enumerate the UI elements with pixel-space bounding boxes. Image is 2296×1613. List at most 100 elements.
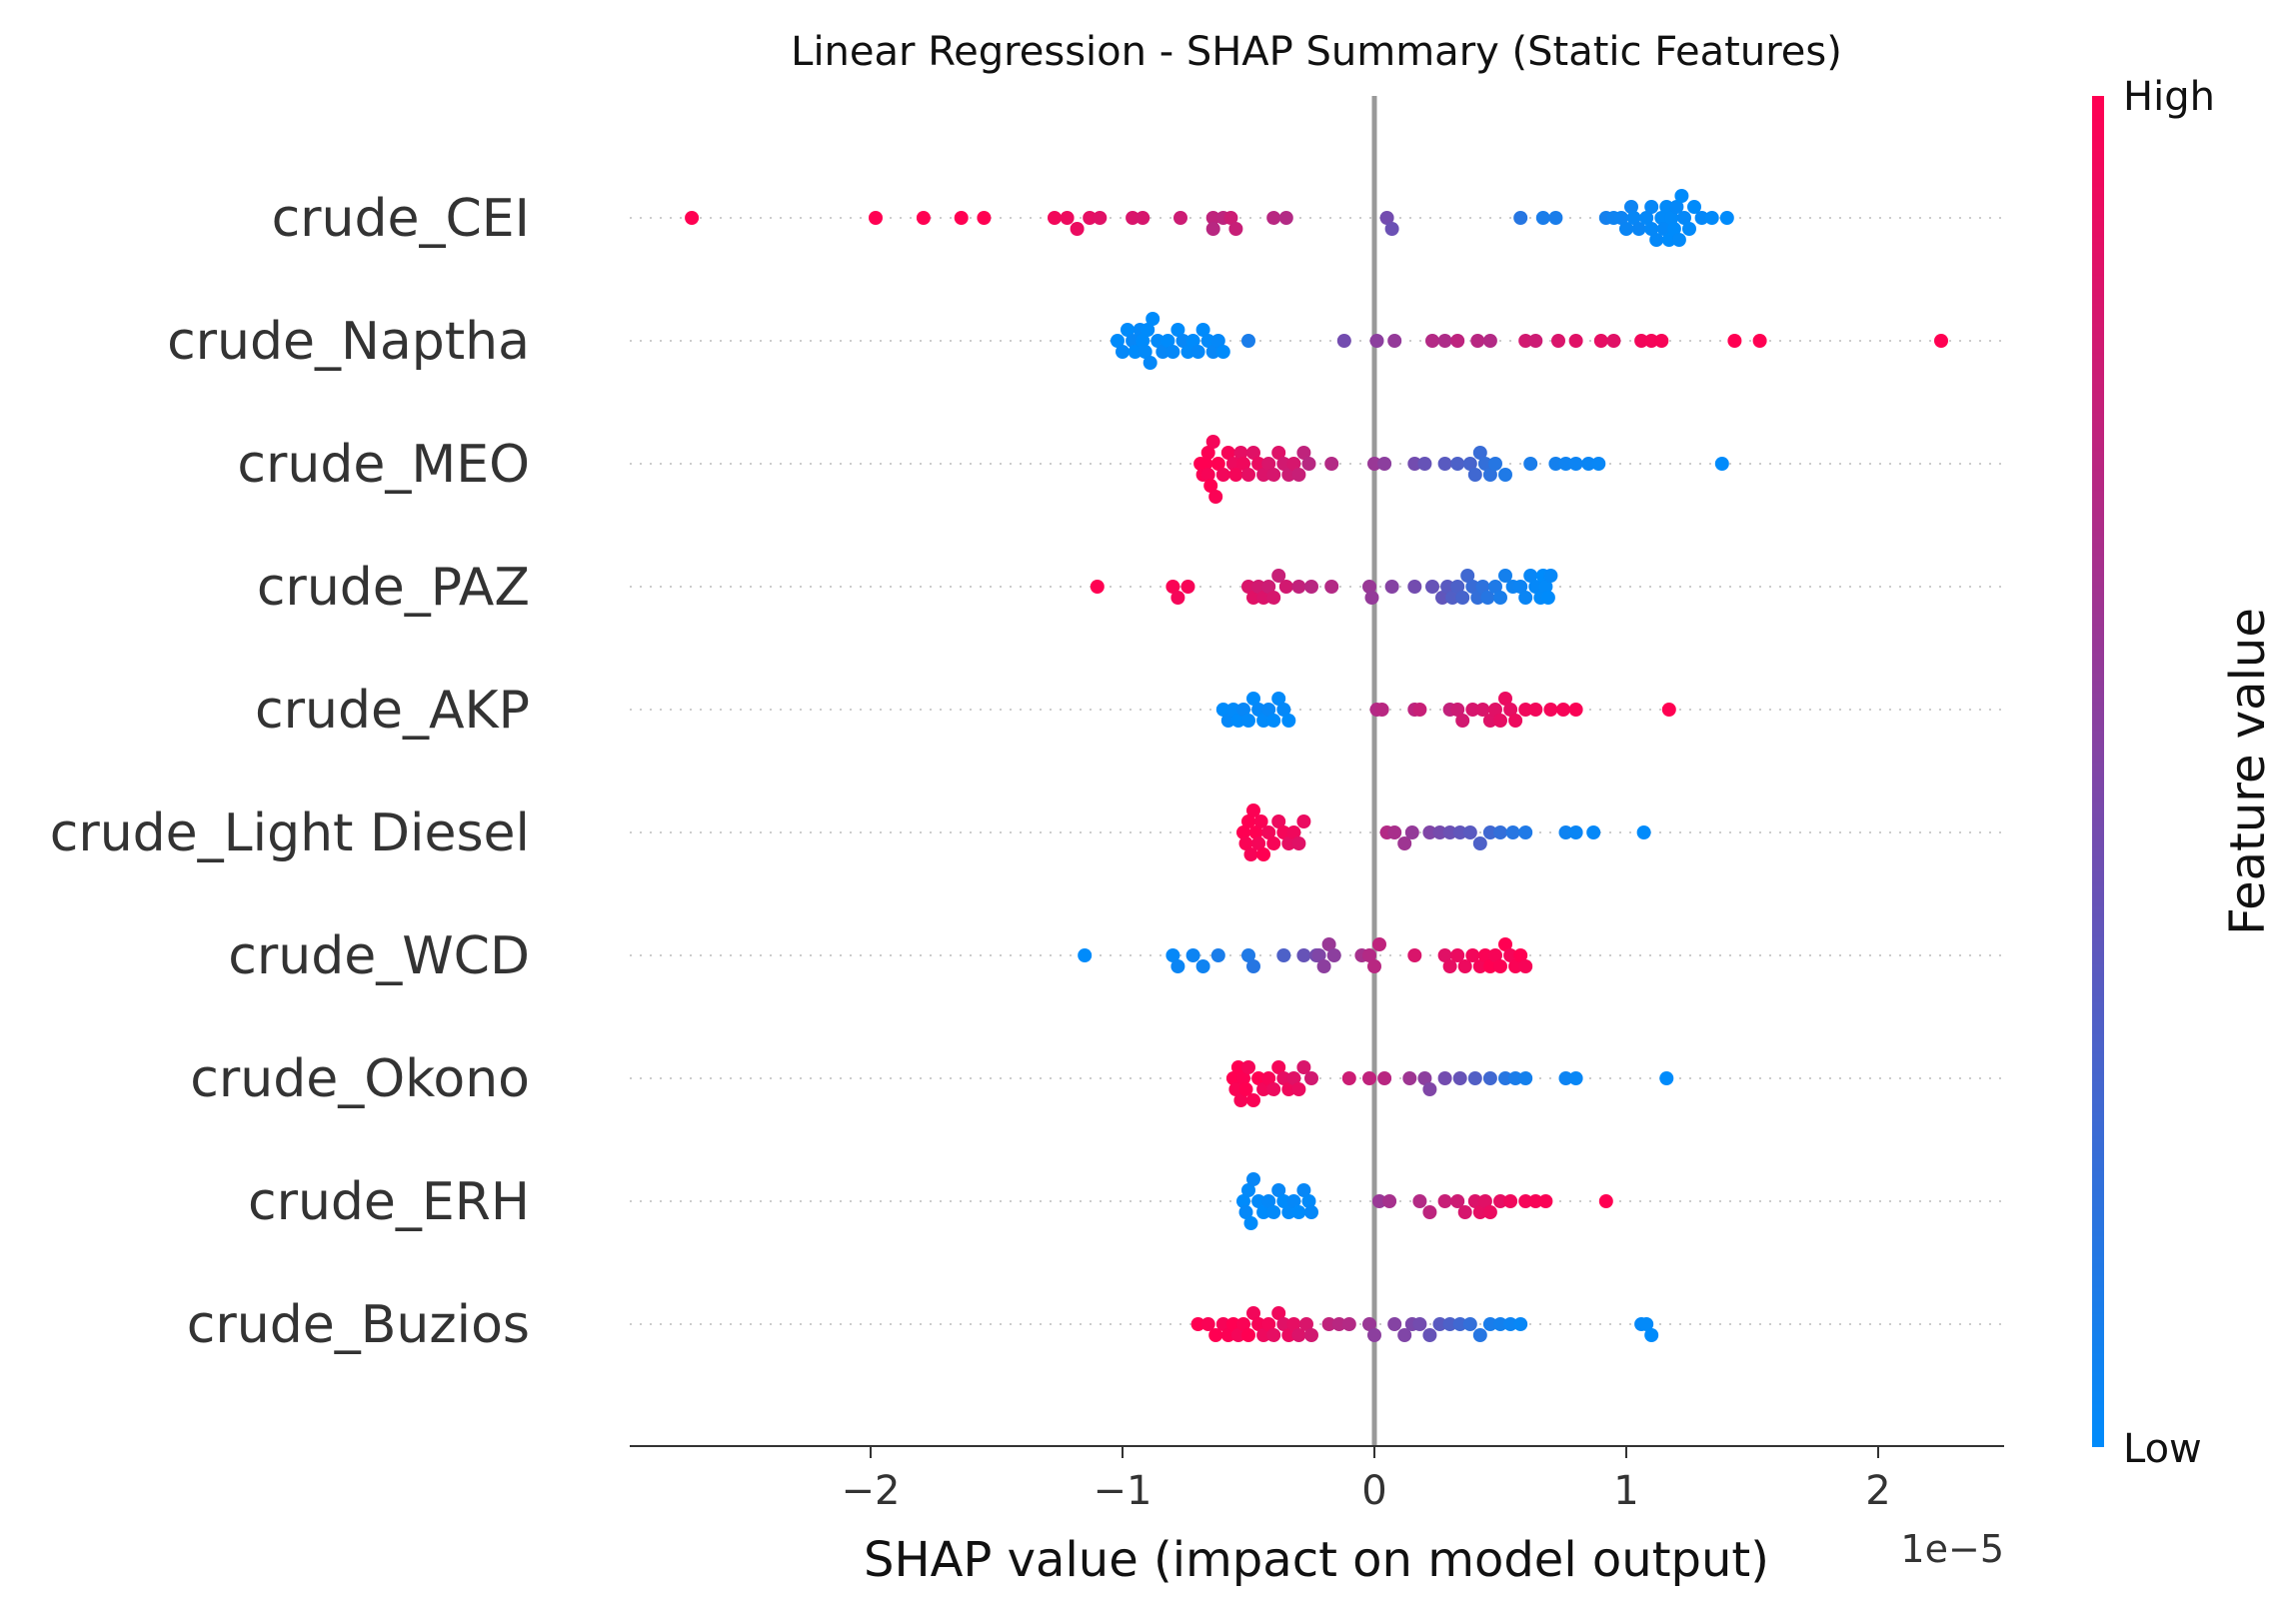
- shap-point: [1659, 1071, 1674, 1085]
- shap-point: [1362, 1317, 1376, 1331]
- shap-point: [1304, 1205, 1318, 1219]
- shap-point: [1136, 211, 1150, 225]
- shap-point: [1299, 1317, 1313, 1331]
- shap-point: [1661, 703, 1676, 717]
- shap-point: [1225, 457, 1240, 471]
- shap-point: [1241, 580, 1255, 594]
- shap-point: [685, 211, 700, 225]
- shap-point: [1432, 1317, 1447, 1331]
- shap-point: [1397, 836, 1412, 850]
- chart-title: Linear Regression - SHAP Summary (Static…: [791, 29, 1842, 75]
- shap-point: [1465, 580, 1480, 594]
- shap-point: [1170, 959, 1185, 973]
- shap-point: [1518, 591, 1533, 605]
- shap-point: [1236, 703, 1250, 717]
- shap-point: [1372, 937, 1386, 951]
- feature-label: crude_Okono: [190, 1049, 530, 1109]
- shap-point: [1301, 457, 1316, 471]
- shap-point: [1407, 948, 1422, 962]
- shap-point: [1266, 1205, 1281, 1219]
- shap-point: [1246, 1172, 1260, 1186]
- shap-point: [1291, 580, 1306, 594]
- shap-point: [1591, 457, 1606, 471]
- shap-point: [1442, 959, 1457, 973]
- shap-point: [1281, 1328, 1296, 1342]
- shap-point: [1644, 334, 1659, 348]
- shap-point: [1452, 825, 1467, 839]
- shap-point: [1470, 591, 1485, 605]
- shap-point: [1367, 457, 1381, 471]
- shap-point: [1286, 1071, 1301, 1085]
- colorbar-high-label: High: [2123, 74, 2215, 120]
- shap-point: [1266, 1082, 1281, 1096]
- shap-point: [1256, 468, 1271, 482]
- shap-point: [1619, 222, 1633, 236]
- shap-point: [1215, 703, 1230, 717]
- shap-point: [1271, 692, 1286, 706]
- shap-point: [1195, 959, 1210, 973]
- shap-point: [1286, 1194, 1301, 1208]
- shap-point: [1281, 1205, 1296, 1219]
- shap-point: [1482, 1205, 1497, 1219]
- shap-point: [1121, 323, 1135, 337]
- shap-point: [1304, 580, 1318, 594]
- shap-point: [1241, 714, 1255, 728]
- shap-point: [1241, 948, 1255, 962]
- shap-point: [1437, 1194, 1452, 1208]
- shap-point: [1387, 825, 1402, 839]
- shap-point: [1321, 937, 1336, 951]
- shap-point: [1291, 1082, 1306, 1096]
- shap-point: [1241, 468, 1255, 482]
- feature-label: crude_WCD: [228, 926, 530, 986]
- shap-point: [1281, 468, 1296, 482]
- shap-point: [1523, 569, 1538, 583]
- shap-point: [1291, 1205, 1306, 1219]
- shap-point: [1503, 948, 1518, 962]
- shap-point: [1271, 1060, 1286, 1074]
- shap-point: [1090, 580, 1105, 594]
- shap-point: [1251, 457, 1266, 471]
- shap-point: [1455, 714, 1470, 728]
- shap-point: [1185, 334, 1200, 348]
- shap-point: [1205, 211, 1220, 225]
- colorbar-label: Feature value: [2220, 608, 2276, 935]
- shap-point: [1276, 1194, 1291, 1208]
- shap-point: [1296, 1060, 1311, 1074]
- shap-point: [1321, 1317, 1336, 1331]
- shap-point: [1220, 1328, 1235, 1342]
- shap-point: [1482, 1071, 1497, 1085]
- shap-point: [1488, 457, 1502, 471]
- shap-point: [1644, 200, 1659, 214]
- x-tick-label: −1: [1094, 1468, 1152, 1514]
- shap-point: [1470, 334, 1485, 348]
- shap-point: [1233, 446, 1248, 460]
- shap-point: [1656, 222, 1671, 236]
- shap-point: [1475, 580, 1490, 594]
- shap-point: [1482, 468, 1497, 482]
- shap-point: [1364, 591, 1379, 605]
- shap-point: [1480, 591, 1495, 605]
- shap-point: [1248, 825, 1263, 839]
- x-tick-label: 2: [1865, 1468, 1890, 1514]
- shap-point: [1246, 1306, 1260, 1320]
- shap-point: [1636, 825, 1651, 839]
- shap-point: [1568, 703, 1583, 717]
- shap-point: [1513, 948, 1528, 962]
- shap-point: [1508, 959, 1523, 973]
- shap-point: [1377, 1071, 1392, 1085]
- shap-point: [1233, 1093, 1248, 1107]
- shap-point: [1241, 1060, 1255, 1074]
- shap-point: [1528, 1194, 1543, 1208]
- shap-point: [1301, 1194, 1316, 1208]
- shap-point: [1508, 714, 1523, 728]
- shap-point: [1215, 468, 1230, 482]
- shap-point: [1276, 703, 1291, 717]
- shap-point: [1727, 334, 1742, 348]
- shap-point: [1704, 211, 1719, 225]
- shap-point: [1472, 1205, 1487, 1219]
- shap-point: [1374, 703, 1389, 717]
- shap-point: [1261, 703, 1276, 717]
- shap-point: [1477, 948, 1492, 962]
- shap-point: [1417, 457, 1432, 471]
- shap-point: [1462, 457, 1477, 471]
